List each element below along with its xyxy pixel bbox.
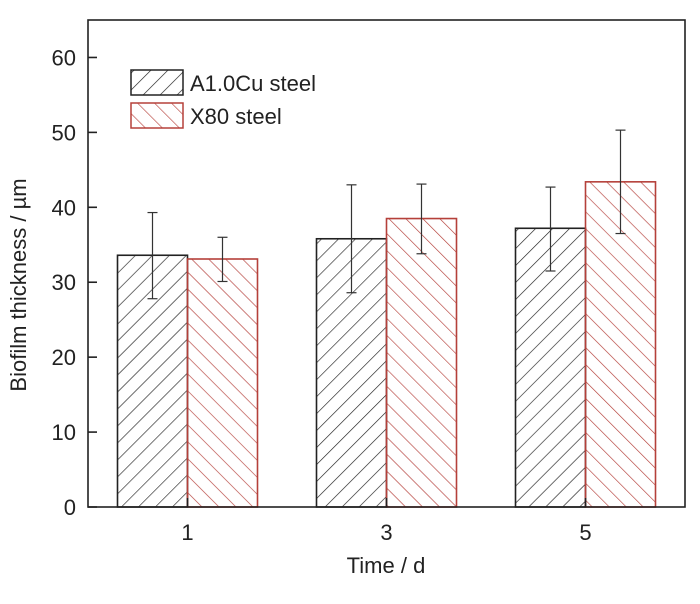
- legend-swatch-x80: [130, 102, 184, 129]
- legend: A1.0Cu steel X80 steel: [130, 69, 316, 129]
- x-tick-label: 1: [181, 520, 193, 545]
- legend-swatch-a1cu: [130, 69, 184, 96]
- y-tick-label: 10: [52, 420, 76, 445]
- y-tick-label: 20: [52, 345, 76, 370]
- bar-x80: [584, 181, 657, 508]
- bar-x80: [186, 258, 259, 508]
- error-bar: [147, 211, 158, 300]
- error-bar: [217, 236, 228, 283]
- y-tick-label: 40: [52, 195, 76, 220]
- legend-label-a1cu: A1.0Cu steel: [190, 71, 316, 96]
- y-tick-label: 50: [52, 120, 76, 145]
- bar-x80: [385, 217, 458, 508]
- x-tick-label: 3: [380, 520, 392, 545]
- x-tick-label: 5: [579, 520, 591, 545]
- x-axis-label: Time / d: [347, 553, 426, 578]
- y-axis-label: Biofilm thickness / µm: [6, 178, 31, 391]
- y-tick-label: 0: [64, 495, 76, 520]
- error-bar: [346, 184, 357, 294]
- y-tick-label: 30: [52, 270, 76, 295]
- error-bar: [416, 183, 427, 255]
- error-bar: [615, 129, 626, 235]
- legend-label-x80: X80 steel: [190, 104, 282, 129]
- y-tick-label: 60: [52, 45, 76, 70]
- error-bar: [545, 186, 556, 272]
